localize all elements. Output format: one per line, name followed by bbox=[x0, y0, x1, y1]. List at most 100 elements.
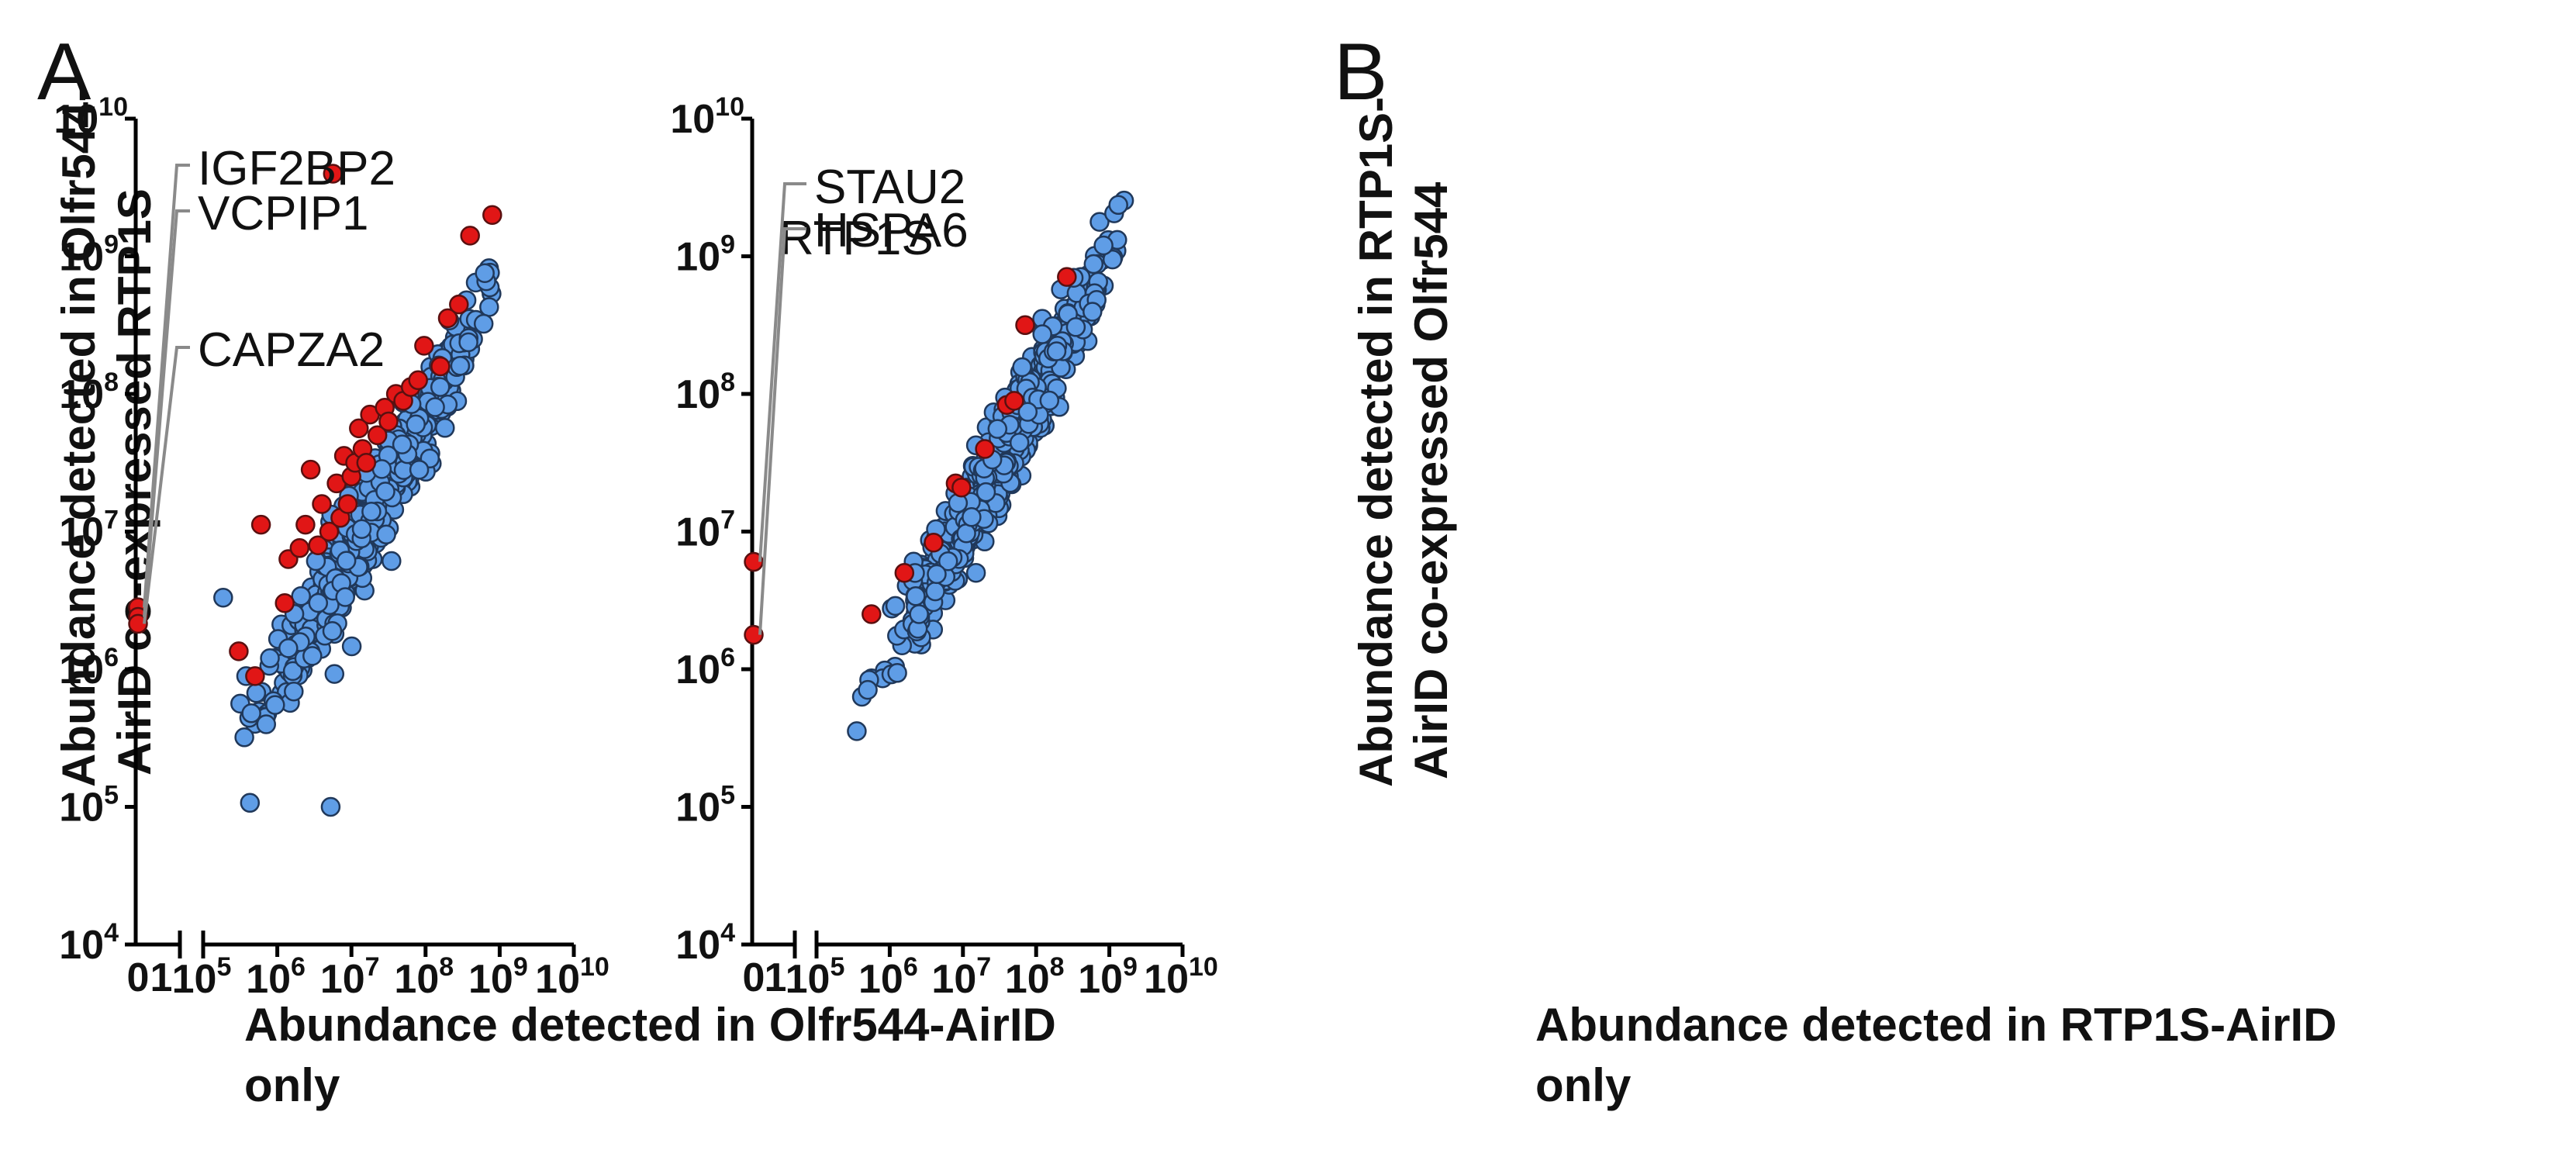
x-tick-label: 108 bbox=[394, 952, 454, 1002]
y-tick-label: 107 bbox=[59, 506, 119, 555]
x-tick-label: 109 bbox=[468, 952, 528, 1002]
x-axis-label-line1: Abundance detected in RTP1S-AirID bbox=[1535, 999, 2336, 1051]
data-point-blue bbox=[351, 519, 372, 539]
y-tick-label: 108 bbox=[675, 368, 735, 417]
data-point-blue bbox=[435, 418, 455, 438]
data-point-red bbox=[289, 538, 310, 558]
data-point-red bbox=[437, 308, 458, 329]
gene-label: CAPZA2 bbox=[198, 323, 385, 377]
data-point-blue bbox=[302, 646, 323, 666]
data-point-blue bbox=[278, 638, 299, 658]
data-point-blue bbox=[885, 596, 906, 616]
y-tick-label: 108 bbox=[59, 368, 119, 417]
data-point-blue bbox=[322, 620, 343, 641]
data-point-blue bbox=[284, 681, 304, 702]
x-axis-label-line2: only bbox=[1535, 1059, 1632, 1111]
data-point-blue bbox=[847, 721, 867, 741]
data-point-blue bbox=[320, 796, 341, 817]
data-point-blue bbox=[336, 551, 357, 571]
data-point-red bbox=[1015, 315, 1035, 336]
data-point-blue bbox=[1017, 402, 1038, 422]
data-point-blue bbox=[1012, 357, 1032, 378]
panel-letter-b: B bbox=[1334, 27, 1387, 117]
y-tick-label: 107 bbox=[675, 506, 735, 555]
panel-letter-a: A bbox=[37, 27, 92, 117]
data-point-blue bbox=[887, 663, 907, 683]
data-point-blue bbox=[291, 585, 311, 606]
data-point-red bbox=[245, 666, 265, 686]
data-point-red-labeled bbox=[744, 624, 764, 645]
x-axis-label-line2: only bbox=[244, 1059, 340, 1111]
data-point-blue bbox=[1009, 433, 1030, 453]
y-tick-label: 109 bbox=[675, 230, 735, 280]
data-point-red bbox=[308, 535, 328, 555]
leader-line bbox=[758, 182, 806, 562]
chart-title: RTP1S bbox=[779, 212, 934, 265]
data-point-blue bbox=[234, 727, 254, 748]
data-point-blue bbox=[1046, 341, 1067, 361]
gene-label: HSPA6 bbox=[814, 204, 969, 257]
data-point-red bbox=[482, 205, 502, 225]
data-point-blue bbox=[375, 482, 395, 502]
data-point-red-labeled bbox=[128, 613, 148, 634]
data-point-red bbox=[295, 514, 316, 535]
data-point-blue bbox=[425, 397, 445, 417]
data-point-blue bbox=[1093, 235, 1114, 256]
data-point-red bbox=[337, 494, 358, 514]
data-point-red bbox=[1057, 267, 1077, 287]
data-point-blue bbox=[409, 459, 430, 480]
leader-line bbox=[143, 164, 190, 608]
data-point-blue bbox=[308, 592, 329, 613]
x-tick-label: 107 bbox=[320, 952, 380, 1002]
data-point-blue bbox=[246, 682, 267, 703]
x-tick-label: 1 bbox=[150, 955, 173, 1000]
leader-line bbox=[143, 346, 190, 624]
data-point-red bbox=[275, 593, 295, 613]
data-point-blue bbox=[430, 377, 451, 397]
data-point-blue bbox=[256, 714, 277, 734]
x-tick-label: 105 bbox=[172, 952, 232, 1002]
data-point-red-labeled bbox=[744, 551, 764, 572]
data-point-red bbox=[414, 336, 434, 356]
data-point-red bbox=[862, 604, 882, 624]
data-point-red bbox=[1004, 391, 1024, 411]
x-tick-label: 109 bbox=[1078, 952, 1138, 1002]
data-point-red bbox=[894, 563, 915, 583]
data-point-blue bbox=[925, 581, 945, 602]
data-point-blue bbox=[324, 664, 345, 684]
x-tick-label: 1010 bbox=[535, 952, 609, 1002]
y-tick-label: 106 bbox=[59, 643, 119, 692]
data-point-blue bbox=[406, 414, 426, 435]
data-point-blue bbox=[956, 523, 976, 544]
x-tick-label: 0 bbox=[127, 955, 150, 1000]
leader-line bbox=[143, 209, 190, 617]
data-point-blue bbox=[241, 703, 261, 723]
data-point-blue bbox=[392, 434, 413, 454]
x-tick-label: 107 bbox=[931, 952, 991, 1002]
blue-series bbox=[213, 258, 502, 817]
data-point-blue bbox=[927, 564, 947, 585]
x-tick-label: 108 bbox=[1005, 952, 1065, 1002]
data-point-red bbox=[430, 356, 451, 377]
data-point-red bbox=[951, 477, 972, 498]
y-tick-label: 104 bbox=[675, 918, 735, 968]
data-point-red bbox=[367, 425, 388, 446]
data-point-blue bbox=[213, 587, 233, 608]
data-point-blue bbox=[1089, 212, 1110, 232]
data-point-blue bbox=[962, 507, 982, 527]
leader-line bbox=[758, 227, 806, 635]
data-point-red bbox=[356, 453, 377, 473]
y-tick-label: 1010 bbox=[670, 92, 744, 142]
gene-label: STAU2 bbox=[814, 161, 965, 214]
data-point-blue bbox=[335, 587, 355, 607]
panel-a: A RTP1S Abundance detected in Olfr544- A… bbox=[37, 27, 1056, 1111]
data-point-red bbox=[319, 521, 340, 542]
blue-series bbox=[847, 190, 1134, 741]
gene-label: VCPIP1 bbox=[198, 187, 369, 240]
data-point-blue bbox=[858, 679, 878, 700]
y-tick-label: 105 bbox=[59, 781, 119, 831]
y-axis-label-line1: Abundance detected in RTP1S- bbox=[1350, 97, 1402, 787]
x-tick-label: 105 bbox=[786, 952, 845, 1002]
data-point-red bbox=[300, 459, 321, 480]
x-tick-label: 0 bbox=[743, 955, 765, 1000]
